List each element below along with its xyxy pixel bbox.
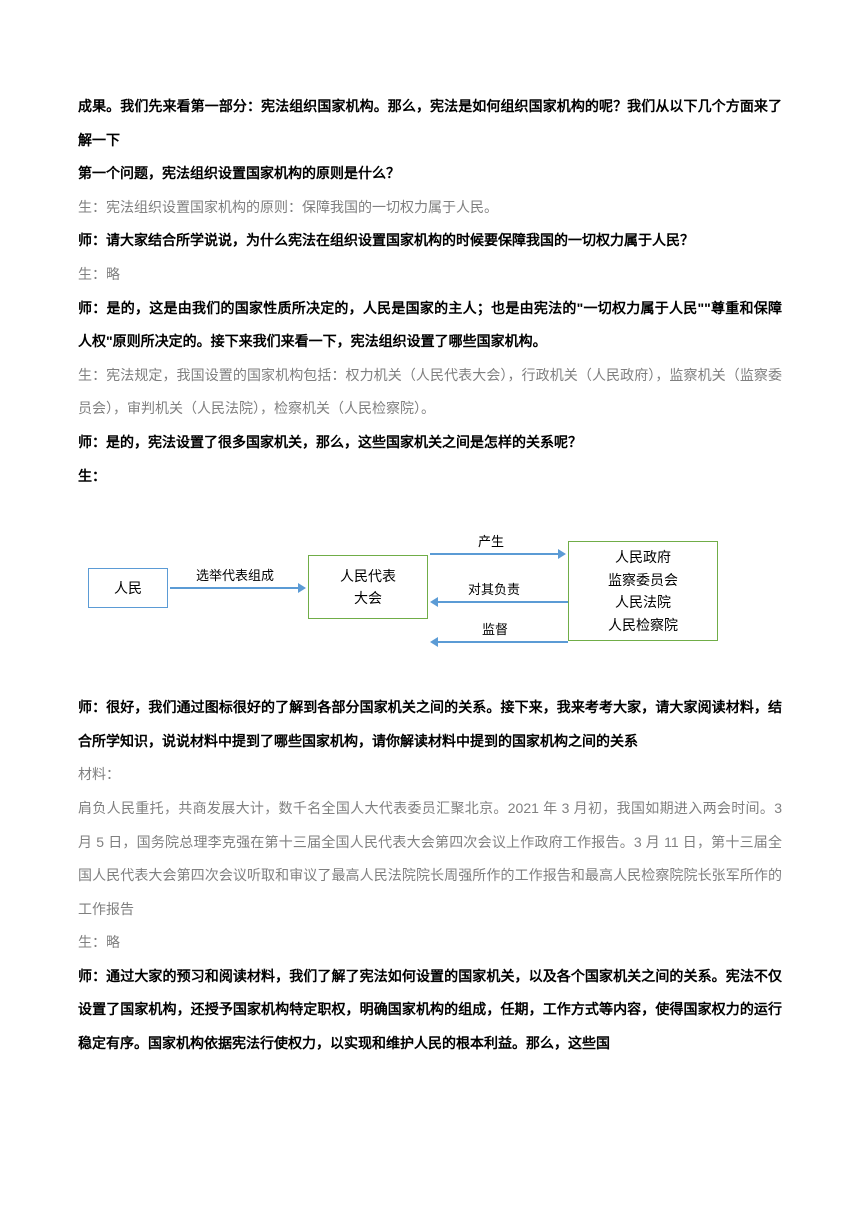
student-prompt: 生： [78,460,782,494]
arrow-produce-head [558,549,566,559]
node-organs: 人民政府 监察委员会 人民法院 人民检察院 [568,541,718,641]
arrow-produce [430,553,560,555]
teacher-question-3: 师：是的，宪法设置了很多国家机关，那么，这些国家机关之间是怎样的关系呢？ [78,426,782,460]
node-congress-line1: 人民代表 [340,565,396,587]
node-people: 人民 [88,568,168,608]
arrow-responsible-head [430,597,438,607]
arrow-supervise [438,641,568,643]
paragraph-intro: 成果。我们先来看第一部分：宪法组织国家机构。那么，宪法是如何组织国家机构的呢？我… [78,90,782,157]
node-people-label: 人民 [114,577,142,599]
student-answer-3: 生：宪法规定，我国设置的国家机构包括：权力机关（人民代表大会），行政机关（人民政… [78,359,782,426]
student-answer-4: 生：略 [78,926,782,960]
arrow-produce-label: 产生 [478,531,504,550]
question-1: 第一个问题，宪法组织设置国家机构的原则是什么？ [78,157,782,191]
teacher-statement-1: 师：是的，这是由我们的国家性质所决定的，人民是国家的主人；也是由宪法的"一切权力… [78,292,782,359]
node-organs-line2: 监察委员会 [608,569,678,591]
arrow-elect-head [298,583,306,593]
student-answer-2: 生：略 [78,258,782,292]
teacher-statement-3: 师：通过大家的预习和阅读材料，我们了解了宪法如何设置的国家机关，以及各个国家机关… [78,960,782,1061]
arrow-elect [170,587,300,589]
teacher-question-2: 师：请大家结合所学说说，为什么宪法在组织设置国家机构的时候要保障我国的一切权力属… [78,224,782,258]
teacher-statement-2: 师：很好，我们通过图标很好的了解到各部分国家机关之间的关系。接下来，我来考考大家… [78,691,782,758]
node-organs-line3: 人民法院 [615,591,671,613]
arrow-responsible [438,601,568,603]
relationship-diagram: 人民 选举代表组成 人民代表 大会 产生 对其负责 监督 人民政府 监察委员会 … [78,513,782,663]
node-organs-line4: 人民检察院 [608,614,678,636]
student-answer-1: 生：宪法组织设置国家机构的原则：保障我国的一切权力属于人民。 [78,191,782,225]
arrow-supervise-label: 监督 [482,619,508,638]
node-congress: 人民代表 大会 [308,555,428,619]
arrow-responsible-label: 对其负责 [468,579,520,598]
material-content: 肩负人民重托，共商发展大计，数千名全国人大代表委员汇聚北京。2021 年 3 月… [78,792,782,926]
node-congress-line2: 大会 [354,587,382,609]
node-organs-line1: 人民政府 [615,546,671,568]
arrow-elect-label: 选举代表组成 [196,565,274,584]
arrow-supervise-head [430,637,438,647]
material-label: 材料： [78,758,782,792]
